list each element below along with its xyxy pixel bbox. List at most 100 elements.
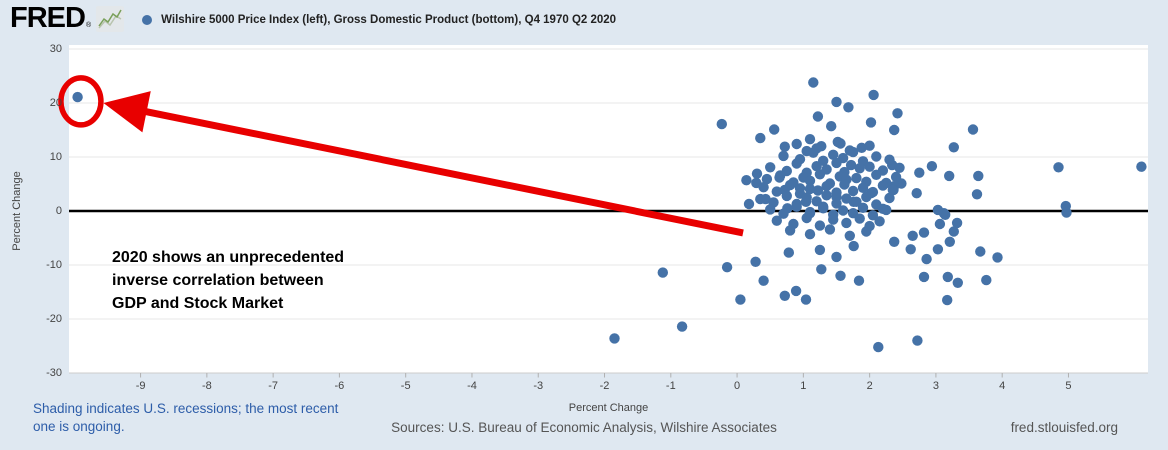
scatter-point — [942, 294, 953, 306]
scatter-point — [1053, 162, 1064, 173]
scatter-point — [804, 183, 816, 195]
scatter-point — [884, 154, 895, 165]
scatter-point — [831, 157, 842, 169]
scatter-point — [755, 193, 766, 205]
scatter-point — [848, 240, 859, 252]
scatter-point — [811, 196, 822, 207]
scatter-point — [758, 275, 769, 286]
scatter-point — [835, 270, 846, 281]
scatter-point — [765, 162, 776, 173]
scatter-point — [791, 138, 802, 150]
scatter-point — [783, 247, 794, 258]
scatter-point — [790, 285, 802, 297]
scatter-point — [784, 225, 796, 236]
scatter-point — [892, 108, 903, 119]
y-tick-label: -20 — [46, 312, 62, 325]
scatter-point — [72, 91, 83, 103]
scatter-point — [911, 188, 922, 199]
scatter-point — [926, 161, 938, 172]
fred-logo-text: FRED — [10, 1, 86, 34]
scatter-point — [940, 209, 951, 220]
y-tick-label: 0 — [55, 204, 62, 217]
scatter-point — [851, 172, 862, 184]
scatter-point — [811, 161, 822, 172]
scatter-point — [831, 198, 842, 209]
scatter-point — [861, 191, 872, 203]
scatter-point — [609, 333, 620, 344]
scatter-point — [814, 244, 826, 256]
fred-site-link[interactable]: fred.stlouisfed.org — [1010, 420, 1118, 435]
x-tick-label: 4 — [999, 380, 1006, 392]
scatter-point — [841, 193, 852, 204]
scatter-point — [804, 134, 816, 145]
y-tick-label: -10 — [46, 258, 62, 271]
annotation-line: GDP and Stock Market — [112, 295, 284, 312]
scatter-point — [932, 244, 944, 255]
scatter-point — [877, 203, 889, 214]
scatter-point — [771, 215, 782, 226]
scatter-point — [791, 201, 802, 212]
scatter-point — [779, 141, 790, 152]
scatter-point — [918, 271, 930, 283]
scatter-point — [853, 275, 865, 286]
scatter-point — [857, 202, 869, 213]
scatter-point — [942, 271, 953, 283]
x-tick-label: -6 — [334, 380, 345, 392]
scatter-point — [1136, 161, 1147, 172]
scatter-point — [831, 96, 842, 108]
scatter-point — [716, 118, 727, 130]
y-tick-label: 20 — [49, 96, 62, 109]
scatter-point — [864, 161, 875, 172]
scatter-point — [889, 236, 900, 247]
scatter-point — [857, 182, 869, 193]
x-tick-label: -4 — [467, 380, 477, 392]
scatter-point — [843, 102, 854, 113]
registered-mark: ® — [85, 21, 92, 29]
scatter-point — [847, 146, 859, 158]
scatter-point — [877, 180, 889, 191]
scatter-point — [784, 179, 796, 191]
scatter-point — [992, 252, 1003, 263]
highlight-circle — [58, 75, 104, 128]
scatter-point — [851, 196, 862, 207]
scatter-point — [824, 224, 836, 235]
scatter-point — [831, 187, 842, 198]
sources-text: Sources: U.S. Bureau of Economic Analysi… — [391, 420, 777, 435]
scatter-point — [735, 294, 746, 305]
scatter-point — [758, 182, 769, 193]
scatter-point — [828, 149, 839, 160]
scatter-point — [769, 124, 780, 135]
scatter-point — [914, 167, 925, 178]
scatter-point — [765, 204, 776, 215]
scatter-point — [952, 277, 963, 288]
scatter-point — [887, 184, 898, 196]
x-tick-label: -7 — [268, 380, 279, 392]
scatter-point — [837, 205, 849, 216]
x-axis-title: Percent Change — [568, 402, 649, 414]
scatter-point — [934, 218, 946, 230]
scatter-point — [831, 251, 842, 263]
scatter-point — [821, 181, 832, 192]
fred-logo[interactable]: FRED ® — [10, 1, 125, 37]
x-tick-label: -8 — [201, 380, 212, 392]
legend-series-dot — [142, 15, 153, 25]
scatter-point — [791, 158, 802, 169]
legend-series-label: Wilshire 5000 Price Index (left), Gross … — [161, 14, 617, 26]
scatter-point — [867, 210, 879, 221]
scatter-point — [907, 230, 918, 241]
recession-shading-note: Shading indicates U.S. recessions; the m… — [33, 401, 339, 434]
annotation-line: inverse correlation between — [112, 272, 324, 289]
scatter-point — [821, 190, 832, 201]
scatter-point — [814, 169, 826, 180]
scatter-point — [779, 290, 790, 301]
scatter-point — [771, 186, 782, 197]
scatter-point — [864, 140, 875, 151]
scatter-point — [826, 121, 837, 132]
scatter-point — [873, 341, 884, 353]
scatter-point — [868, 89, 879, 101]
scatter-point — [847, 185, 859, 197]
arrow-shaft — [141, 107, 744, 237]
x-tick-label: 3 — [932, 380, 939, 392]
scatter-point — [804, 175, 816, 186]
